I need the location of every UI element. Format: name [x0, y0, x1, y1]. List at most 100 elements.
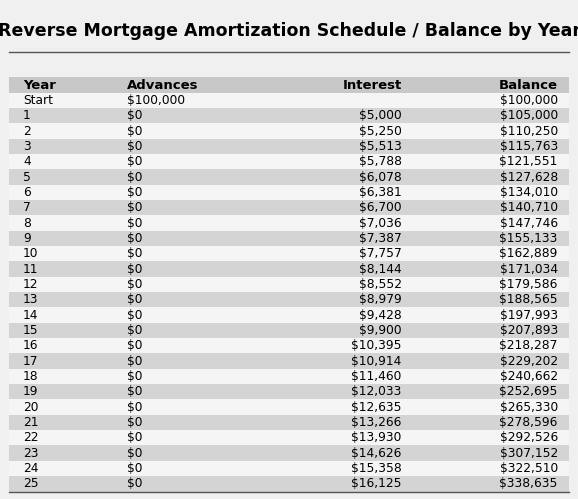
- Text: $5,788: $5,788: [359, 155, 402, 168]
- Text: $218,287: $218,287: [499, 339, 558, 352]
- Text: $229,202: $229,202: [499, 355, 558, 368]
- Bar: [9, 400, 569, 415]
- Text: $0: $0: [127, 401, 143, 414]
- Text: $179,586: $179,586: [499, 278, 558, 291]
- Text: Start: Start: [23, 94, 53, 107]
- Text: $0: $0: [127, 293, 143, 306]
- Text: $188,565: $188,565: [499, 293, 558, 306]
- Text: $100,000: $100,000: [499, 94, 558, 107]
- Text: $162,889: $162,889: [499, 247, 558, 260]
- Text: 2: 2: [23, 125, 31, 138]
- Text: $171,034: $171,034: [499, 262, 558, 275]
- Text: $6,381: $6,381: [359, 186, 402, 199]
- Bar: [9, 277, 569, 292]
- Text: $10,914: $10,914: [351, 355, 402, 368]
- Text: $13,266: $13,266: [351, 416, 402, 429]
- Bar: [9, 77, 569, 93]
- Text: $0: $0: [127, 447, 143, 460]
- Text: $0: $0: [127, 217, 143, 230]
- Text: 16: 16: [23, 339, 39, 352]
- Text: $12,033: $12,033: [351, 385, 402, 398]
- Text: $7,036: $7,036: [359, 217, 402, 230]
- Text: Balance: Balance: [499, 78, 558, 91]
- Bar: [9, 93, 569, 108]
- Text: $0: $0: [127, 262, 143, 275]
- Text: $0: $0: [127, 186, 143, 199]
- Text: 18: 18: [23, 370, 39, 383]
- Bar: [9, 216, 569, 231]
- Text: $0: $0: [127, 324, 143, 337]
- Text: 24: 24: [23, 462, 39, 475]
- Bar: [9, 353, 569, 369]
- Text: 3: 3: [23, 140, 31, 153]
- Text: $0: $0: [127, 339, 143, 352]
- Text: $100,000: $100,000: [127, 94, 186, 107]
- Text: $105,000: $105,000: [499, 109, 558, 122]
- Text: $0: $0: [127, 201, 143, 214]
- Bar: [9, 338, 569, 353]
- Bar: [9, 430, 569, 446]
- Text: $16,125: $16,125: [351, 478, 402, 491]
- Text: $9,900: $9,900: [359, 324, 402, 337]
- Bar: [9, 369, 569, 384]
- Text: $10,395: $10,395: [351, 339, 402, 352]
- Text: $11,460: $11,460: [351, 370, 402, 383]
- Text: $0: $0: [127, 431, 143, 444]
- Bar: [9, 415, 569, 430]
- Bar: [9, 292, 569, 307]
- Text: $134,010: $134,010: [499, 186, 558, 199]
- Bar: [9, 461, 569, 476]
- Text: $0: $0: [127, 155, 143, 168]
- Text: 1: 1: [23, 109, 31, 122]
- Bar: [9, 231, 569, 246]
- Text: $110,250: $110,250: [499, 125, 558, 138]
- Text: $9,428: $9,428: [359, 308, 402, 322]
- Text: Interest: Interest: [342, 78, 402, 91]
- Text: $15,358: $15,358: [351, 462, 402, 475]
- Text: $127,628: $127,628: [499, 171, 558, 184]
- Bar: [9, 307, 569, 323]
- Text: $8,144: $8,144: [359, 262, 402, 275]
- Text: $307,152: $307,152: [499, 447, 558, 460]
- Text: $0: $0: [127, 385, 143, 398]
- Text: $8,979: $8,979: [359, 293, 402, 306]
- Text: 20: 20: [23, 401, 39, 414]
- Text: $292,526: $292,526: [499, 431, 558, 444]
- Text: $7,387: $7,387: [359, 232, 402, 245]
- Text: $0: $0: [127, 140, 143, 153]
- Bar: [9, 323, 569, 338]
- Text: 4: 4: [23, 155, 31, 168]
- Text: $0: $0: [127, 462, 143, 475]
- Bar: [9, 246, 569, 261]
- Text: $5,000: $5,000: [359, 109, 402, 122]
- Text: $0: $0: [127, 109, 143, 122]
- Text: Advances: Advances: [127, 78, 199, 91]
- Text: $140,710: $140,710: [499, 201, 558, 214]
- Text: 8: 8: [23, 217, 31, 230]
- Text: 17: 17: [23, 355, 39, 368]
- Text: $278,596: $278,596: [499, 416, 558, 429]
- Bar: [9, 185, 569, 200]
- Text: $0: $0: [127, 232, 143, 245]
- Text: $207,893: $207,893: [499, 324, 558, 337]
- Text: 11: 11: [23, 262, 39, 275]
- Text: $0: $0: [127, 308, 143, 322]
- Text: $14,626: $14,626: [351, 447, 402, 460]
- Text: $0: $0: [127, 416, 143, 429]
- Text: $0: $0: [127, 171, 143, 184]
- Text: 14: 14: [23, 308, 39, 322]
- Bar: [9, 384, 569, 400]
- Text: 6: 6: [23, 186, 31, 199]
- Text: $121,551: $121,551: [499, 155, 558, 168]
- Text: $7,757: $7,757: [359, 247, 402, 260]
- Text: $0: $0: [127, 278, 143, 291]
- Text: $0: $0: [127, 478, 143, 491]
- Text: $322,510: $322,510: [499, 462, 558, 475]
- Text: $0: $0: [127, 125, 143, 138]
- Text: 21: 21: [23, 416, 39, 429]
- Text: Year: Year: [23, 78, 56, 91]
- Bar: [9, 261, 569, 277]
- Text: $0: $0: [127, 370, 143, 383]
- Text: $5,250: $5,250: [359, 125, 402, 138]
- Text: 5: 5: [23, 171, 31, 184]
